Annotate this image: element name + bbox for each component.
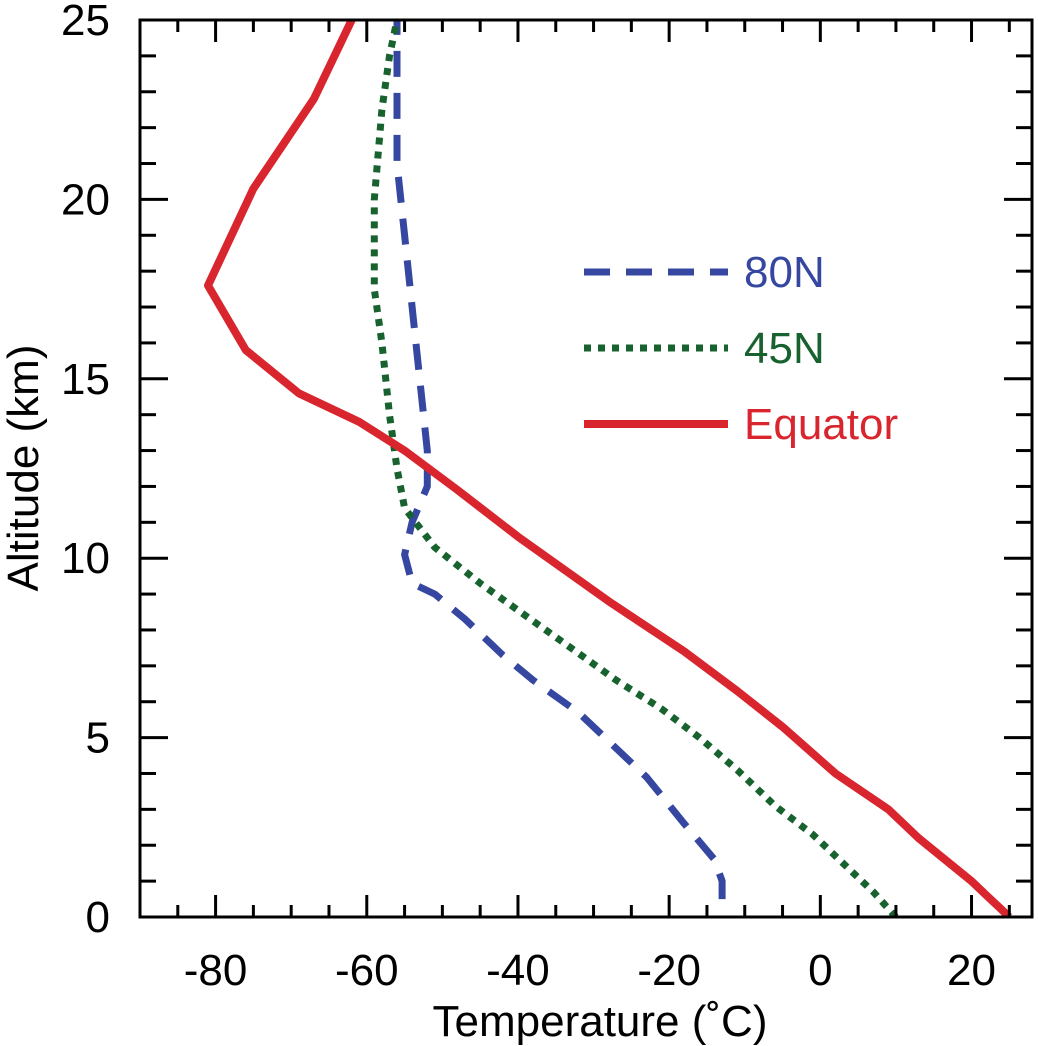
x-axis-label: Temperature (˚C)	[433, 997, 768, 1046]
x-tick-label: 0	[808, 946, 832, 995]
series-line-equator	[204, 20, 1013, 917]
y-tick-label: 15	[61, 355, 110, 404]
tick-labels: -80 -60 -40 -20 0 20 0 5 10 15 20 25	[61, 0, 996, 995]
plot-frame	[138, 18, 1034, 919]
y-tick-label: 10	[61, 534, 110, 583]
legend-label-45n: 45N	[744, 324, 825, 373]
series-line-80n	[393, 20, 726, 900]
y-tick-label: 20	[61, 175, 110, 224]
y-tick-label: 0	[86, 893, 110, 942]
x-tick-label: -80	[184, 946, 248, 995]
x-tick-label: -60	[335, 946, 399, 995]
x-tick-label: -20	[637, 946, 701, 995]
legend-label-equator: Equator	[744, 400, 898, 449]
series-layer	[204, 20, 1013, 917]
legend: 80N 45N Equator	[584, 248, 898, 449]
legend-label-80n: 80N	[744, 248, 825, 297]
x-tick-label: 20	[947, 946, 996, 995]
axis-ticks	[138, 18, 1032, 919]
series-line-45n	[370, 20, 899, 917]
y-tick-label: 25	[61, 0, 110, 45]
y-axis-label: Altitude (km)	[0, 345, 48, 592]
x-tick-label: -40	[486, 946, 550, 995]
y-tick-label: 5	[86, 714, 110, 763]
